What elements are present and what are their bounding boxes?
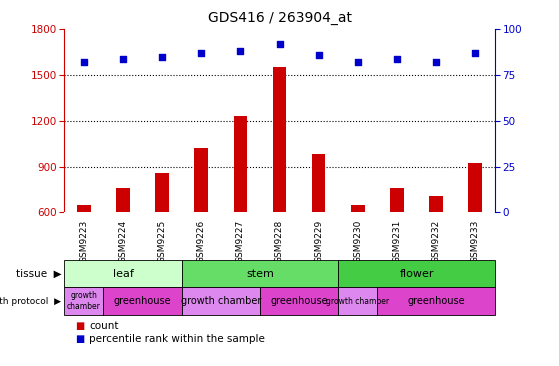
Point	[353, 59, 362, 65]
Text: greenhouse: greenhouse	[270, 296, 328, 306]
Text: tissue  ▶: tissue ▶	[16, 269, 61, 279]
Bar	[103, 287, 182, 315]
Point	[79, 59, 88, 65]
Bar	[351, 205, 364, 212]
Point	[392, 56, 401, 61]
Bar	[390, 188, 404, 212]
Bar	[260, 287, 338, 315]
Bar	[182, 260, 338, 287]
Text: growth chamber: growth chamber	[326, 296, 389, 306]
Text: GDS416 / 263904_at: GDS416 / 263904_at	[207, 11, 352, 25]
Text: count: count	[89, 321, 119, 331]
Text: GSM9226: GSM9226	[197, 219, 206, 263]
Bar	[195, 148, 208, 212]
Text: GSM9228: GSM9228	[275, 219, 284, 263]
Text: GSM9224: GSM9224	[119, 219, 127, 262]
Text: flower: flower	[399, 269, 434, 279]
Point	[197, 50, 206, 56]
Bar	[338, 287, 377, 315]
Bar	[64, 287, 103, 315]
Text: leaf: leaf	[112, 269, 134, 279]
Point	[432, 59, 440, 65]
Text: GSM9225: GSM9225	[158, 219, 167, 263]
Point	[158, 54, 167, 60]
Text: ■: ■	[75, 321, 85, 331]
Text: ■: ■	[75, 333, 85, 344]
Text: GSM9227: GSM9227	[236, 219, 245, 263]
Text: stem: stem	[246, 269, 274, 279]
Bar	[77, 205, 91, 212]
Point	[236, 48, 245, 54]
Point	[314, 52, 323, 58]
Text: growth chamber: growth chamber	[181, 296, 261, 306]
Text: growth
chamber: growth chamber	[67, 291, 101, 311]
Bar	[377, 287, 495, 315]
Text: GSM9233: GSM9233	[471, 219, 480, 263]
Text: GSM9232: GSM9232	[432, 219, 440, 263]
Bar	[182, 287, 260, 315]
Bar	[116, 188, 130, 212]
Text: GSM9230: GSM9230	[353, 219, 362, 263]
Point	[275, 41, 284, 47]
Bar	[338, 260, 495, 287]
Bar	[429, 195, 443, 212]
Text: GSM9229: GSM9229	[314, 219, 323, 263]
Text: GSM9223: GSM9223	[79, 219, 88, 263]
Text: GSM9231: GSM9231	[392, 219, 401, 263]
Bar	[312, 154, 325, 212]
Bar	[468, 164, 482, 212]
Text: growth protocol  ▶: growth protocol ▶	[0, 296, 61, 306]
Point	[471, 50, 480, 56]
Text: greenhouse: greenhouse	[113, 296, 172, 306]
Bar	[64, 260, 182, 287]
Text: greenhouse: greenhouse	[407, 296, 465, 306]
Bar	[155, 173, 169, 212]
Bar	[273, 67, 286, 212]
Bar	[234, 116, 247, 212]
Point	[119, 56, 127, 61]
Text: percentile rank within the sample: percentile rank within the sample	[89, 333, 266, 344]
